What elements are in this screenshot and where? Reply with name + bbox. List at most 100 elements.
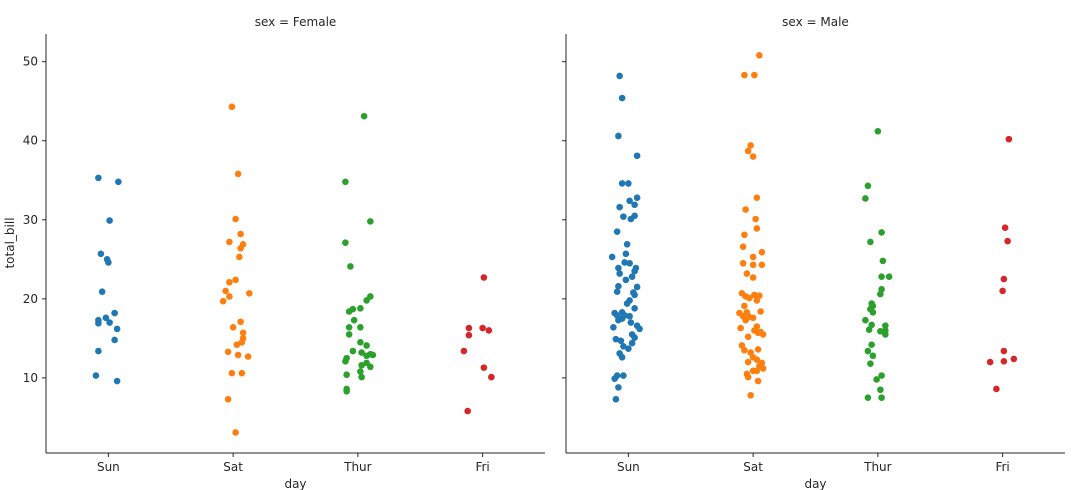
x-tick-label: Sat bbox=[743, 460, 763, 474]
data-point bbox=[864, 394, 872, 401]
data-point bbox=[752, 215, 759, 223]
data-point bbox=[749, 314, 757, 322]
data-point bbox=[873, 376, 880, 383]
data-point bbox=[1000, 347, 1008, 355]
data-point bbox=[747, 142, 754, 149]
data-point bbox=[363, 297, 370, 304]
y-tick-label: 10 bbox=[23, 371, 38, 385]
data-point bbox=[882, 322, 889, 330]
panel-title: sex = Female bbox=[255, 15, 337, 29]
data-point bbox=[106, 217, 113, 224]
data-point bbox=[631, 305, 638, 312]
data-point bbox=[744, 147, 752, 155]
data-point bbox=[106, 319, 113, 326]
data-point bbox=[1000, 357, 1008, 365]
series-thur bbox=[862, 127, 893, 401]
data-point bbox=[1000, 275, 1008, 283]
data-point bbox=[615, 316, 622, 324]
data-point bbox=[347, 263, 354, 270]
data-point bbox=[756, 52, 763, 59]
data-point bbox=[615, 282, 622, 290]
data-point bbox=[862, 195, 869, 202]
data-point bbox=[869, 308, 877, 316]
x-tick-label: Sun bbox=[617, 460, 640, 474]
data-point bbox=[633, 283, 641, 291]
data-point bbox=[885, 273, 893, 281]
series-sun bbox=[608, 72, 643, 403]
data-point bbox=[460, 347, 468, 355]
data-point bbox=[488, 373, 495, 381]
data-point bbox=[743, 270, 751, 277]
data-point bbox=[358, 349, 365, 356]
data-point bbox=[754, 329, 762, 337]
y-tick-label: 30 bbox=[23, 213, 38, 227]
data-point bbox=[617, 337, 625, 345]
data-point bbox=[622, 250, 630, 258]
data-point bbox=[246, 290, 253, 297]
y-tick-label: 40 bbox=[23, 134, 38, 148]
data-point bbox=[626, 312, 633, 320]
data-point bbox=[749, 261, 757, 269]
series-sun bbox=[92, 174, 122, 385]
data-point bbox=[367, 363, 374, 371]
series-sat bbox=[219, 103, 253, 436]
data-point bbox=[349, 347, 357, 355]
data-point bbox=[228, 369, 236, 377]
data-point bbox=[95, 320, 102, 327]
data-point bbox=[111, 309, 118, 317]
series-fri bbox=[460, 274, 495, 415]
data-point bbox=[623, 300, 631, 307]
series-thur bbox=[342, 112, 377, 395]
data-point bbox=[113, 377, 121, 385]
data-point bbox=[237, 230, 244, 238]
data-point bbox=[631, 201, 638, 209]
data-point bbox=[367, 218, 374, 225]
data-point bbox=[749, 367, 757, 375]
series-fri bbox=[986, 135, 1018, 393]
data-point bbox=[357, 368, 364, 375]
panel-male: sex = Male Sun Sat Thur Fri day bbox=[562, 15, 1065, 490]
data-point bbox=[1004, 237, 1011, 245]
data-point bbox=[867, 360, 874, 367]
data-point bbox=[631, 334, 638, 341]
data-point bbox=[615, 264, 622, 272]
data-point bbox=[746, 294, 753, 302]
data-point bbox=[97, 250, 105, 258]
data-point bbox=[239, 329, 247, 337]
data-point bbox=[877, 290, 884, 298]
data-point bbox=[345, 324, 353, 331]
data-point bbox=[229, 324, 237, 331]
data-point bbox=[357, 339, 364, 346]
data-point bbox=[342, 239, 349, 247]
x-tick-label: Thur bbox=[343, 460, 372, 474]
data-point bbox=[232, 215, 239, 223]
data-point bbox=[98, 288, 106, 296]
data-point bbox=[868, 341, 875, 348]
data-point bbox=[226, 238, 233, 246]
data-point bbox=[232, 429, 239, 436]
data-point bbox=[115, 178, 122, 186]
data-point bbox=[753, 194, 761, 201]
data-point bbox=[636, 325, 643, 333]
data-point bbox=[754, 346, 762, 353]
data-point bbox=[986, 358, 994, 366]
data-point bbox=[616, 72, 623, 80]
data-point bbox=[882, 331, 889, 338]
data-point bbox=[864, 182, 872, 190]
panel-title: sex = Male bbox=[782, 15, 849, 29]
data-point bbox=[878, 273, 885, 281]
data-point bbox=[744, 358, 752, 366]
data-point bbox=[357, 324, 364, 331]
data-point bbox=[744, 333, 752, 341]
x-tick-label: Fri bbox=[475, 460, 489, 474]
data-point bbox=[759, 365, 767, 372]
data-point bbox=[626, 197, 633, 205]
data-point bbox=[611, 375, 618, 382]
data-point bbox=[612, 395, 620, 403]
data-point bbox=[1010, 355, 1018, 363]
data-point bbox=[363, 342, 370, 349]
data-point bbox=[95, 174, 102, 182]
data-point bbox=[620, 342, 627, 350]
data-point bbox=[622, 276, 630, 284]
